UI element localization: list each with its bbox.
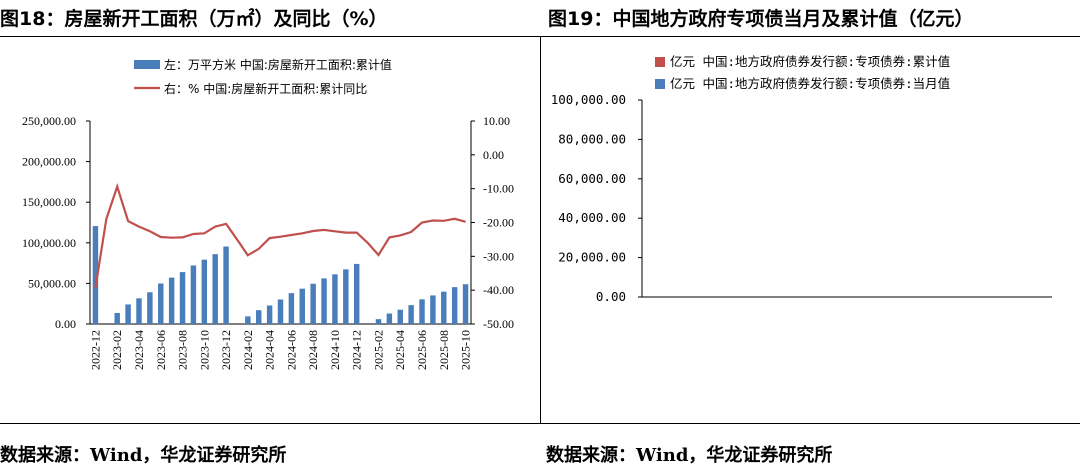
- y-right-tick-label: -40.00: [483, 283, 514, 297]
- y-right-tick-label: -20.00: [483, 216, 514, 230]
- bar-new-starts-cumulative: [168, 277, 175, 324]
- bar-new-starts-cumulative: [158, 283, 164, 324]
- y-tick-label: 0.00: [596, 289, 626, 304]
- x-tick-label: 2023-12: [219, 330, 233, 370]
- bar-new-starts-cumulative: [386, 313, 393, 324]
- y-tick-label: 60,000.00: [558, 171, 626, 186]
- x-tick-label: 2025-04: [393, 330, 407, 370]
- bar-new-starts-cumulative: [92, 226, 99, 324]
- panel-divider: [540, 36, 541, 424]
- y-right-tick-label: 0.00: [483, 148, 504, 162]
- y-left-tick-label: 50,000.00: [28, 276, 76, 290]
- housing-starts-chart: 250,000.00 200,000.00 150,000.00 100,000.00…: [22, 57, 514, 370]
- bar-new-starts-cumulative: [201, 259, 208, 324]
- legend-swatch: [655, 57, 665, 67]
- x-tick-label: 2024-02: [241, 330, 255, 370]
- x-tick-label: 2023-08: [176, 330, 190, 370]
- y-tick-label: 100,000.00: [551, 92, 626, 107]
- bar-new-starts-cumulative: [114, 312, 120, 324]
- y-left-tick-label: 150,000.00: [22, 195, 76, 209]
- y-tick-label: 80,000.00: [558, 131, 626, 146]
- x-tick-label: 2024-04: [263, 330, 277, 370]
- bar-new-starts-cumulative: [462, 284, 469, 324]
- legend-label-bar: 左：万平方米 中国:房屋新开工面积:累计值: [164, 57, 392, 72]
- x-tick-label: 2024-08: [306, 330, 320, 370]
- legend-label: 亿元 中国:地方政府债券发行额:专项债券:累计值: [670, 54, 950, 69]
- bar-new-starts-cumulative: [147, 292, 153, 324]
- bar-new-starts-cumulative: [408, 305, 414, 324]
- bar-new-starts-cumulative: [441, 291, 447, 324]
- x-tick-label: 2023-02: [110, 330, 124, 370]
- y-left-tick-label: 250,000.00: [22, 114, 76, 128]
- left-data-source: 数据来源：Wind，华龙证券研究所: [0, 445, 287, 466]
- y-left-tick-label: 200,000.00: [22, 155, 76, 169]
- legend-swatch: [655, 79, 665, 89]
- x-tick-label: 2025-10: [459, 330, 473, 370]
- bar-new-starts-cumulative: [223, 246, 229, 324]
- bar-new-starts-cumulative: [245, 316, 251, 324]
- bar-new-starts-cumulative: [397, 309, 403, 324]
- line-new-starts-yoy: [94, 183, 466, 289]
- bar-new-starts-cumulative: [353, 263, 360, 324]
- right-figure-title: 图19：中国地方政府专项债当月及累计值（亿元）: [548, 8, 974, 30]
- bar-new-starts-cumulative: [375, 319, 382, 324]
- x-tick-label: 2024-12: [350, 330, 364, 370]
- x-tick-label: 2023-10: [197, 330, 211, 370]
- legend-swatch-bar: [134, 60, 160, 69]
- bar-new-starts-cumulative: [451, 287, 458, 324]
- bar-new-starts-cumulative: [256, 310, 262, 324]
- bar-new-starts-cumulative: [299, 288, 305, 324]
- bar-new-starts-cumulative: [430, 295, 436, 324]
- x-tick-label: 2025-06: [415, 330, 429, 370]
- bar-new-starts-cumulative: [136, 298, 142, 324]
- x-tick-label: 2024-06: [284, 330, 298, 370]
- x-tick-label: 2025-02: [371, 330, 385, 370]
- legend-label: 亿元 中国:地方政府债券发行额:专项债券:当月值: [670, 76, 950, 91]
- x-tick-label: 2023-04: [132, 330, 146, 370]
- bar-new-starts-cumulative: [190, 265, 197, 324]
- y-right-tick-label: -50.00: [483, 317, 514, 331]
- right-data-source: 数据来源：Wind，华龙证券研究所: [546, 445, 833, 466]
- x-tick-label: 2023-06: [154, 330, 168, 370]
- bar-new-starts-cumulative: [212, 254, 218, 324]
- bar-new-starts-cumulative: [288, 293, 295, 324]
- bar-new-starts-cumulative: [179, 272, 186, 324]
- left-figure-title: 图18：房屋新开工面积（万㎡）及同比（%）: [0, 8, 388, 30]
- bar-new-starts-cumulative: [321, 278, 327, 324]
- y-right-tick-label: -10.00: [483, 182, 514, 196]
- y-left-tick-label: 100,000.00: [22, 236, 76, 250]
- bar-new-starts-cumulative: [125, 304, 131, 324]
- bar-new-starts-cumulative: [419, 299, 425, 324]
- bar-new-starts-cumulative: [266, 305, 273, 324]
- y-right-tick-label: 10.00: [483, 114, 510, 128]
- bar-new-starts-cumulative: [332, 274, 338, 324]
- bar-new-starts-cumulative: [310, 283, 316, 324]
- y-tick-label: 40,000.00: [558, 210, 626, 225]
- x-tick-label: 2022-12: [88, 330, 102, 370]
- x-tick-label: 2025-08: [437, 330, 451, 370]
- bar-new-starts-cumulative: [277, 299, 284, 324]
- y-tick-label: 20,000.00: [558, 250, 626, 265]
- special-bonds-chart: 100,000.00 80,000.00 60,000.00 40,000.00 20,…: [551, 54, 1052, 304]
- bar-new-starts-cumulative: [343, 269, 349, 324]
- x-tick-label: 2024-10: [328, 330, 342, 370]
- legend-label-line: 右：% 中国:房屋新开工面积:累计同比: [164, 81, 367, 96]
- y-left-tick-label: 0.00: [55, 317, 76, 331]
- y-right-tick-label: -30.00: [483, 249, 514, 263]
